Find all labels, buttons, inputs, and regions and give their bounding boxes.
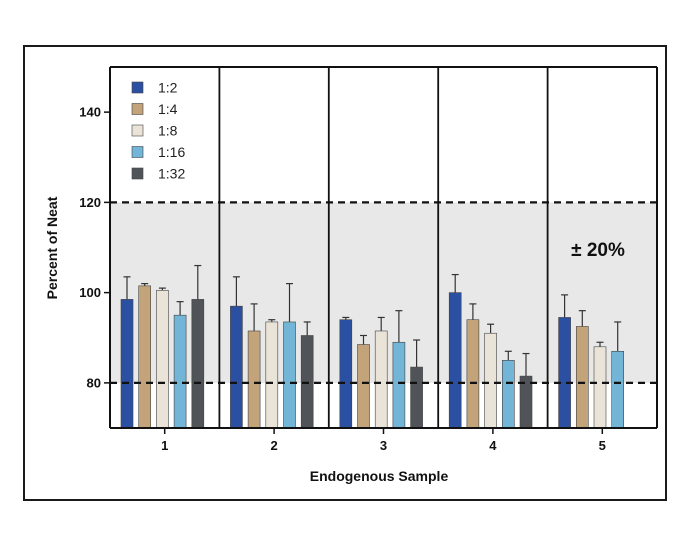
legend-label: 1:16 — [158, 144, 185, 160]
y-axis-title: Percent of Neat — [44, 196, 60, 299]
legend-swatch — [131, 103, 144, 115]
bar — [230, 305, 243, 429]
bar — [484, 332, 497, 429]
bar — [392, 341, 406, 429]
x-tick-label: 5 — [599, 438, 606, 453]
bar — [558, 317, 571, 429]
bar — [339, 319, 353, 429]
bar — [611, 350, 625, 429]
legend-label: 1:2 — [158, 80, 178, 96]
legend-swatch — [131, 81, 144, 94]
bar — [191, 299, 205, 429]
x-tick-label: 1 — [161, 438, 168, 453]
bar — [448, 292, 462, 429]
legend-label: 1:4 — [158, 101, 178, 117]
x-tick-label: 4 — [489, 438, 497, 453]
bar — [247, 330, 261, 429]
bar — [300, 335, 314, 429]
x-axis-title: Endogenous Sample — [310, 468, 449, 484]
bar — [265, 321, 279, 429]
bar — [283, 321, 296, 429]
bar — [156, 290, 169, 429]
x-tick-label: 2 — [270, 438, 277, 453]
y-tick-label: 100 — [79, 285, 101, 300]
bar — [501, 360, 515, 429]
x-tick-label: 3 — [380, 438, 387, 453]
legend-swatch — [131, 124, 144, 137]
bar — [120, 299, 134, 429]
y-tick-label: 80 — [87, 375, 101, 390]
legend-swatch — [131, 167, 144, 180]
legend-label: 1:32 — [158, 166, 185, 182]
legend-swatch — [131, 146, 144, 158]
bar — [593, 346, 607, 429]
bar — [138, 285, 151, 429]
band-label: ± 20% — [571, 240, 625, 261]
bar — [466, 319, 480, 429]
bar — [575, 326, 589, 429]
bar — [410, 366, 423, 429]
y-tick-label: 140 — [79, 105, 101, 120]
legend-label: 1:8 — [158, 123, 178, 139]
y-tick-label: 120 — [79, 195, 101, 210]
bar — [374, 330, 388, 429]
bar — [173, 314, 187, 429]
bar — [357, 344, 370, 429]
